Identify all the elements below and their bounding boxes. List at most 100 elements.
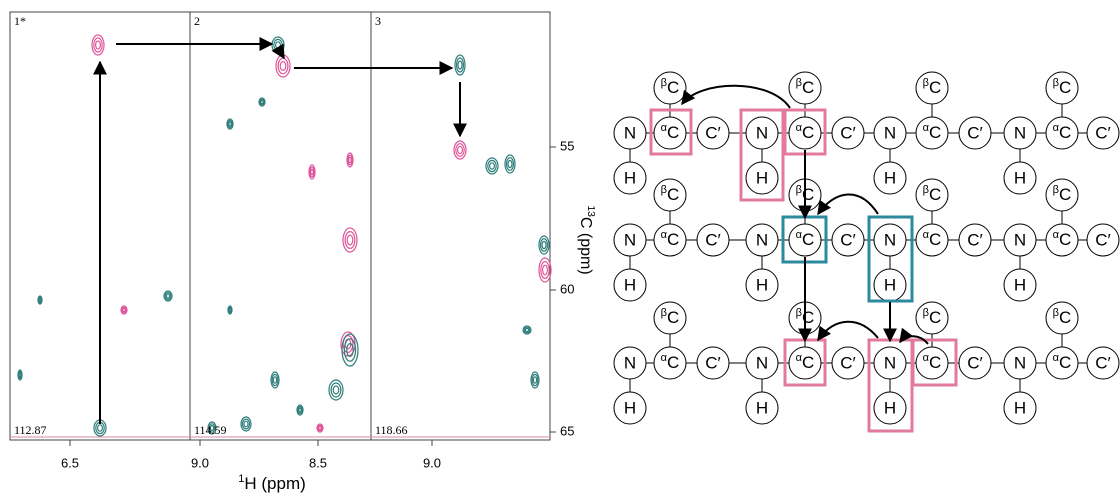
arrow	[818, 322, 878, 340]
atom-label: C′	[1095, 230, 1110, 249]
y-tick-label: 55	[560, 138, 574, 153]
peak-contour	[278, 58, 288, 73]
peak-contour	[508, 160, 512, 167]
atom-label-main: C	[929, 185, 941, 204]
atom-label-main: C	[929, 123, 941, 142]
atom-label: H	[1014, 398, 1026, 417]
diagram: NHαCβCC′NHαCβCC′NHαCβCC′NHαCβCC′NHαCβCC′…	[614, 72, 1119, 431]
peak-contour	[273, 377, 276, 383]
atom-label: N	[756, 353, 768, 372]
atom-label: H	[884, 275, 896, 294]
atom-label: C′	[705, 353, 720, 372]
atom-label: C′	[840, 230, 855, 249]
atom-label-main: C	[929, 78, 941, 97]
atom-label-main: C	[929, 353, 941, 372]
atom-label: N	[756, 230, 768, 249]
atom-label: C′	[705, 230, 720, 249]
atom-label-main: C	[802, 78, 814, 97]
atom-label-main: C	[1059, 308, 1071, 327]
peak-contour	[333, 386, 339, 394]
atom-label-main: C	[1059, 123, 1071, 142]
x-tick-label: 9.0	[191, 455, 209, 470]
peak-contour	[542, 241, 546, 248]
atom-label: N	[756, 123, 768, 142]
strip-label: 3	[375, 14, 381, 28]
peak-contour	[229, 122, 231, 126]
peak-contour	[311, 169, 313, 175]
strip-label: 2	[194, 14, 200, 28]
peak-contour	[123, 308, 125, 311]
atom-label: C′	[967, 353, 982, 372]
peak-contour	[39, 298, 41, 301]
atom-label: H	[884, 398, 896, 417]
y-axis-label-sup: 13	[585, 205, 596, 217]
peak-contour	[280, 62, 286, 71]
peak-contour	[98, 425, 103, 431]
atom-label: N	[884, 353, 896, 372]
atom-label-main: C	[929, 308, 941, 327]
peak-contour	[276, 42, 281, 48]
atom-label: H	[1014, 168, 1026, 187]
x-tick-label: 6.5	[61, 455, 79, 470]
peak-contour	[244, 421, 248, 427]
atom-label-main: C	[667, 123, 679, 142]
atom-label-main: C	[1059, 230, 1071, 249]
peak-contour	[319, 426, 321, 429]
atom-label: H	[884, 168, 896, 187]
atom-label: H	[756, 398, 768, 417]
arrows	[100, 44, 460, 424]
atom-label: H	[756, 168, 768, 187]
peak-contour	[331, 383, 341, 397]
atom-label: C′	[1095, 353, 1110, 372]
peak-contour	[261, 100, 263, 103]
x-axis-label-main: H (ppm)	[244, 474, 305, 493]
peak-contour	[543, 265, 548, 275]
strip-plane: 114.59	[194, 423, 227, 437]
atom-label-main: C	[929, 230, 941, 249]
atom-label: N	[624, 230, 636, 249]
atom-label-main: C	[667, 78, 679, 97]
atom-label: C′	[1095, 123, 1110, 142]
peak-contour	[299, 408, 301, 412]
strip-plane: 118.66	[375, 423, 408, 437]
atom-label: N	[1014, 123, 1026, 142]
peak-contour	[347, 344, 353, 357]
peak-contour	[229, 308, 231, 311]
atom-label-main: C	[667, 185, 679, 204]
x-axis-label: 1H (ppm)	[238, 473, 306, 494]
atom-label-main: C	[1059, 353, 1071, 372]
peak-contour	[96, 41, 101, 49]
atom-label-main: C	[802, 308, 814, 327]
arrow	[818, 194, 878, 214]
peak-contour	[345, 232, 355, 249]
peak-contour	[166, 294, 169, 298]
atom-label-main: C	[802, 123, 814, 142]
atom-label: H	[1014, 275, 1026, 294]
atom-label-main: C	[667, 353, 679, 372]
peak-contour	[533, 377, 536, 383]
x-tick-label: 9.0	[423, 455, 441, 470]
atom-label: C′	[840, 123, 855, 142]
x-tick-label: 8.5	[309, 455, 327, 470]
atom-label: H	[624, 275, 636, 294]
atom-label: C′	[705, 123, 720, 142]
y-tick-label: 65	[560, 423, 574, 438]
atom-label: H	[624, 168, 636, 187]
figure: NHαCβCC′NHαCβCC′NHαCβCC′NHαCβCC′NHαCβCC′…	[0, 0, 1120, 495]
atom-label-main: C	[802, 185, 814, 204]
atom-label: C′	[967, 230, 982, 249]
atom-label: C′	[840, 353, 855, 372]
atom-label-main: C	[1059, 185, 1071, 204]
atom-label: C′	[967, 123, 982, 142]
atom-label: N	[884, 230, 896, 249]
peak-contour	[458, 61, 462, 69]
y-axis-label-main: C (ppm)	[577, 217, 594, 275]
peak-contour	[19, 373, 21, 377]
atom-label: H	[624, 398, 636, 417]
atom-label: N	[624, 353, 636, 372]
arrow	[682, 86, 790, 108]
strip-plane: 112.87	[14, 423, 47, 437]
atom-label-main: C	[667, 230, 679, 249]
atom-label-main: C	[802, 230, 814, 249]
atom-label: H	[756, 275, 768, 294]
